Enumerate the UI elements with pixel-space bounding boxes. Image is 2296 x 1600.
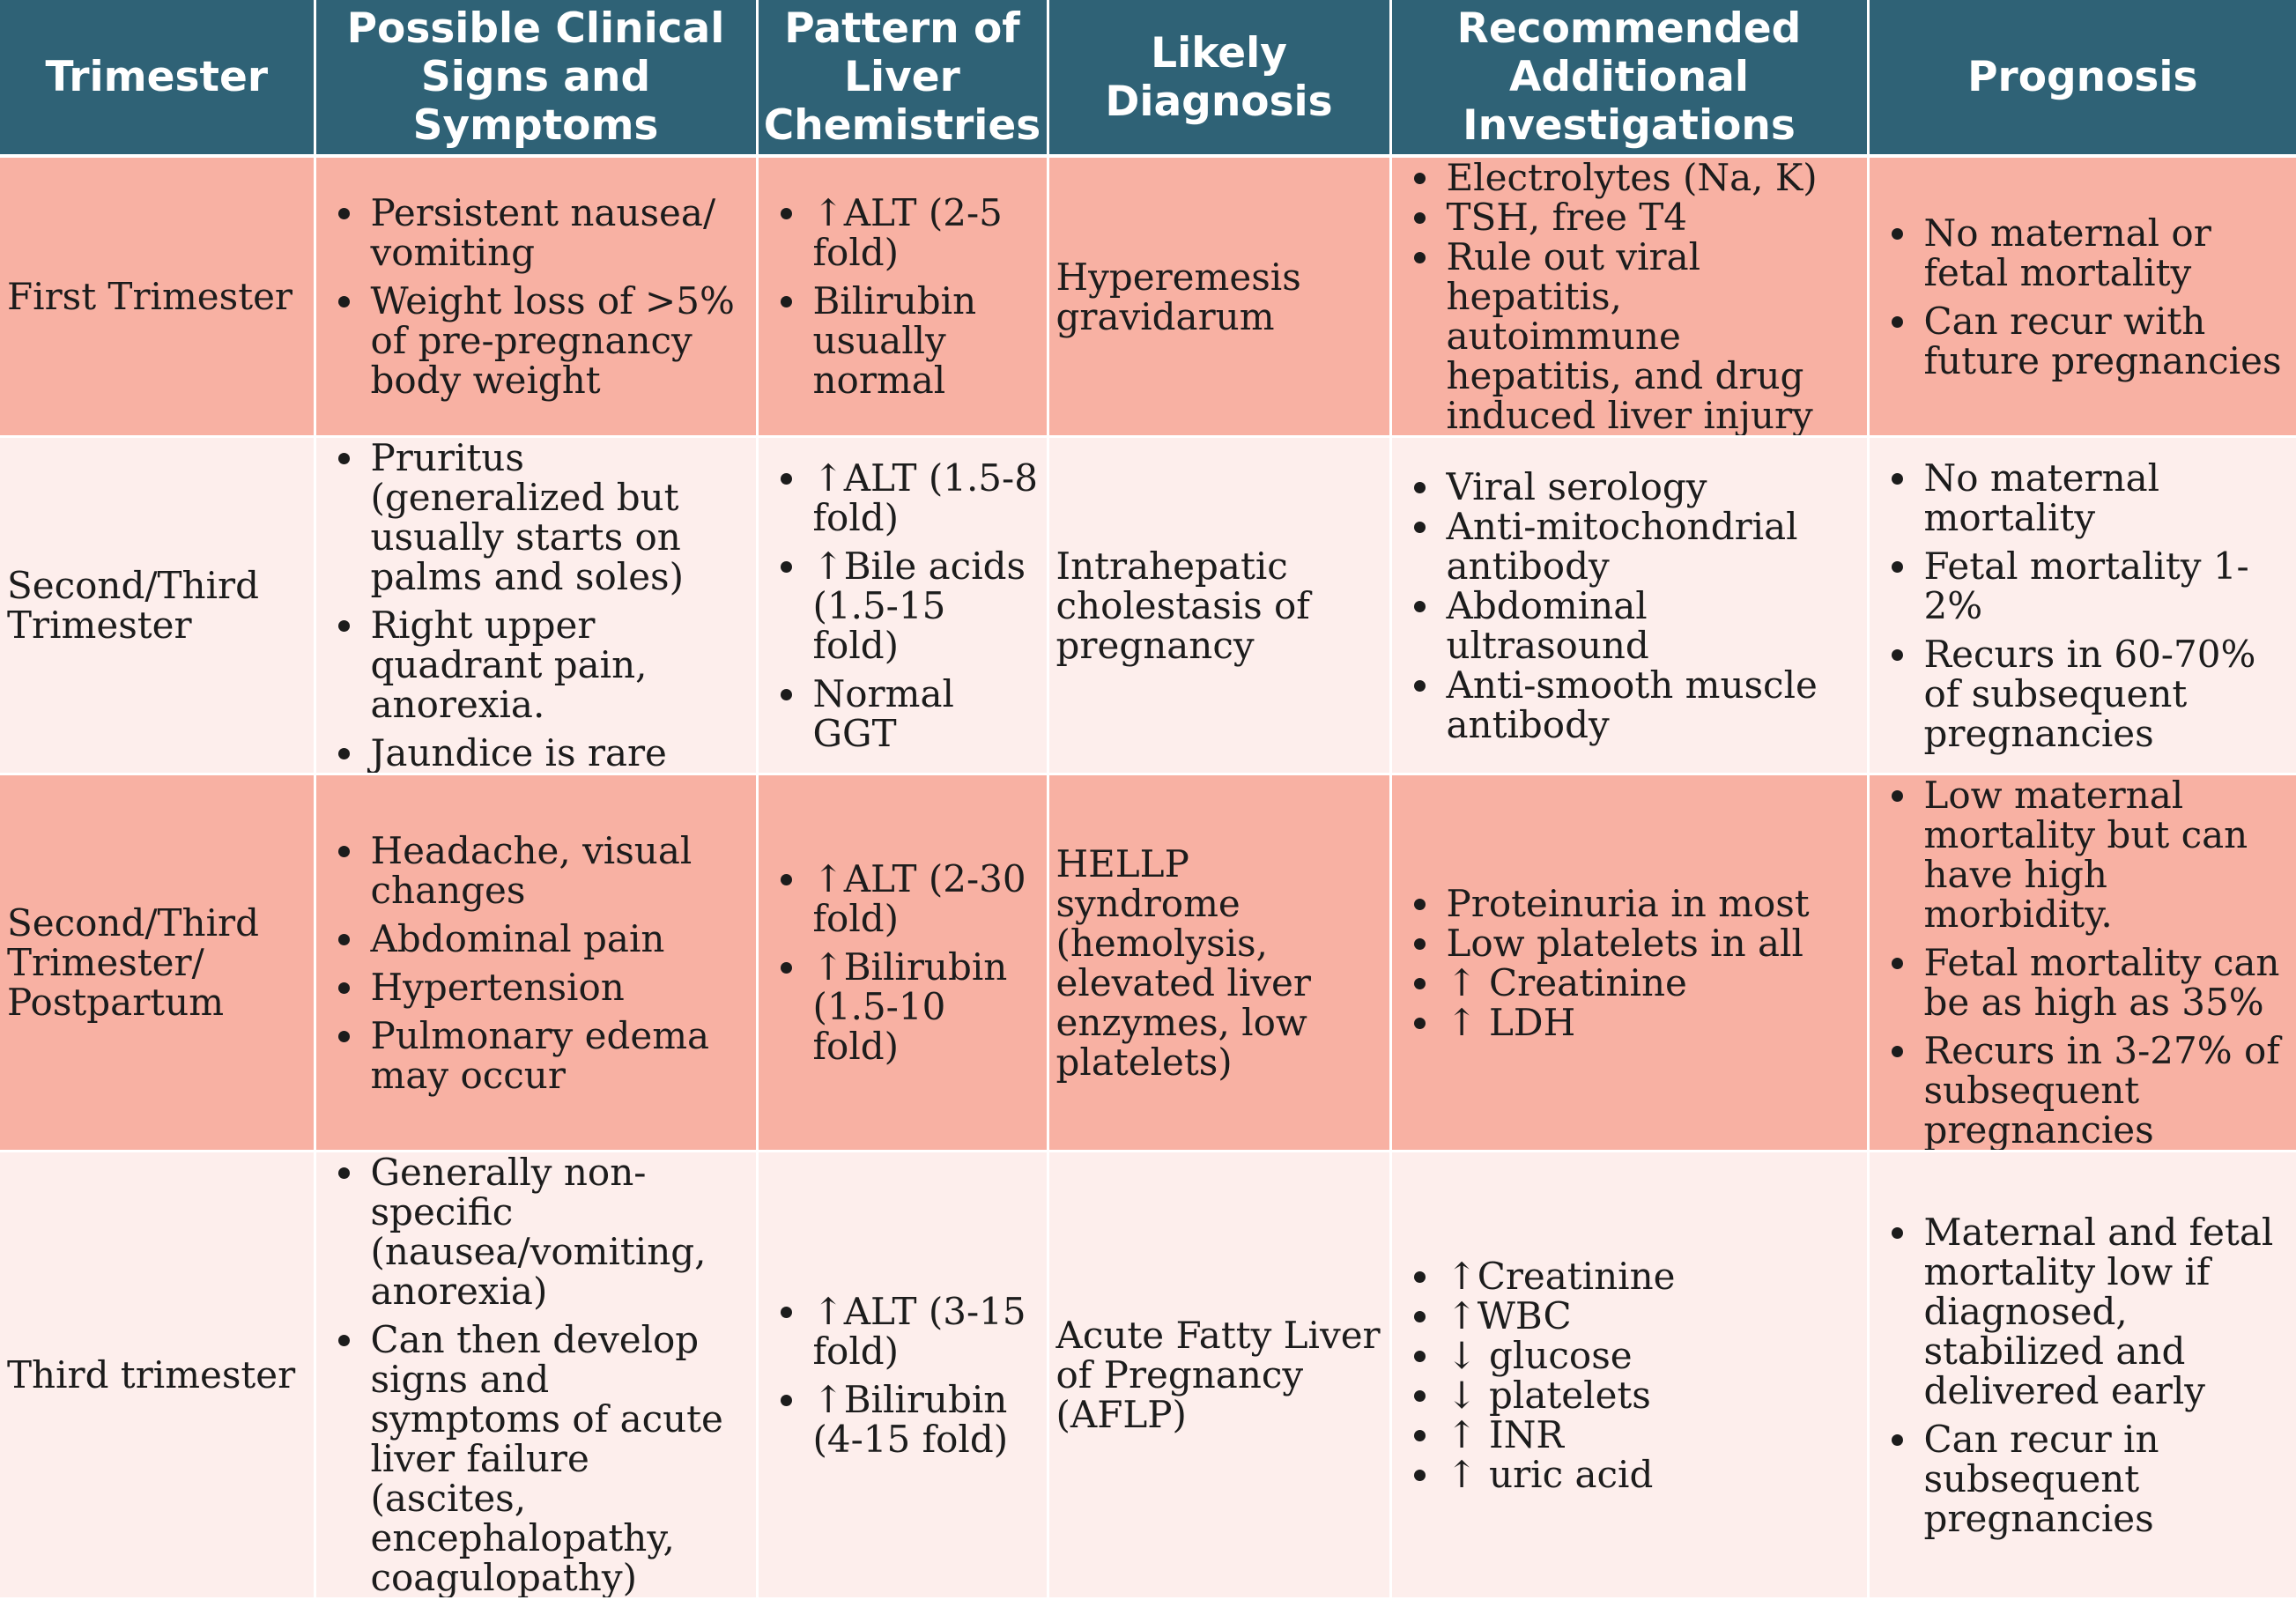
investigations-cell: Viral serology Anti-mitochondrial antibo… xyxy=(1390,436,1870,775)
header-diagnosis: Likely Diagnosis xyxy=(1048,0,1392,158)
list-item: ↑ALT (2-30 fold) xyxy=(810,859,1040,938)
prognosis-cell: No maternal mortality Fetal mortality 1-… xyxy=(1868,436,2296,775)
list-item: Right upper quadrant pain, anorexia. xyxy=(367,605,749,724)
trimester-cell: Third trimester xyxy=(0,1151,316,1600)
header-investigations: Recommended Additional Investigations xyxy=(1390,0,1870,158)
list-item: Viral serology xyxy=(1443,467,1860,507)
list-item: Jaundice is rare xyxy=(367,733,749,772)
chemistries-cell: ↑ALT (2-30 fold) ↑Bilirubin (1.5-10 fold… xyxy=(757,774,1049,1152)
list-item: No maternal or fetal mortality xyxy=(1921,213,2290,293)
list-item: Headache, visual changes xyxy=(367,831,749,910)
list-item: Maternal and fetal mortality low if diag… xyxy=(1921,1212,2290,1411)
list-item: ↑Bilirubin (1.5-10 fold) xyxy=(810,947,1040,1066)
investigations-cell: ↑Creatinine ↑WBC ↓ glucose ↓ platelets ↑… xyxy=(1390,1151,1870,1600)
list-item: ↓ platelets xyxy=(1443,1375,1860,1415)
list-item: TSH, free T4 xyxy=(1443,197,1860,237)
list-item: Normal GGT xyxy=(810,674,1040,753)
signs-cell: Pruritus (generalized but usually starts… xyxy=(315,436,759,775)
list-item: Can recur with future pregnancies xyxy=(1921,301,2290,381)
prognosis-cell: Maternal and fetal mortality low if diag… xyxy=(1868,1151,2296,1600)
list-item: ↑Creatinine xyxy=(1443,1256,1860,1296)
signs-cell: Persistent nausea/ vomiting Weight loss … xyxy=(315,156,759,438)
list-item: Fetal mortality can be as high as 35% xyxy=(1921,943,2290,1022)
list-item: Abdominal pain xyxy=(367,919,749,959)
table-row: Third trimester Generally non-specific (… xyxy=(0,1151,2296,1600)
chemistries-cell: ↑ALT (1.5-8 fold) ↑Bile acids (1.5-15 fo… xyxy=(757,436,1049,775)
list-item: Anti-mitochondrial antibody xyxy=(1443,507,1860,586)
list-item: Electrolytes (Na, K) xyxy=(1443,158,1860,197)
investigations-cell: Electrolytes (Na, K) TSH, free T4 Rule o… xyxy=(1390,156,1870,438)
list-item: Pulmonary edema may occur xyxy=(367,1016,749,1095)
chemistries-cell: ↑ALT (2-5 fold) Bilirubin usually normal xyxy=(757,156,1049,438)
list-item: Recurs in 60-70% of subsequent pregnanci… xyxy=(1921,634,2290,753)
header-chemistries: Pattern of Liver Chemistries xyxy=(757,0,1049,158)
list-item: ↑ INR xyxy=(1443,1415,1860,1455)
list-item: Persistent nausea/ vomiting xyxy=(367,193,749,272)
diagnosis-cell: HELLP syndrome (hemolysis, elevated live… xyxy=(1048,774,1392,1152)
list-item: Bilirubin usually normal xyxy=(810,281,1040,400)
list-item: Low platelets in all xyxy=(1443,923,1860,963)
list-item: ↑ALT (3-15 fold) xyxy=(810,1292,1040,1371)
list-item: ↑WBC xyxy=(1443,1296,1860,1336)
list-item: Hypertension xyxy=(367,967,749,1007)
header-row: Trimester Possible Clinical Signs and Sy… xyxy=(0,0,2296,158)
chemistries-cell: ↑ALT (3-15 fold) ↑Bilirubin (4-15 fold) xyxy=(757,1151,1049,1600)
list-item: Rule out viral hepatitis, autoimmune hep… xyxy=(1443,237,1860,434)
header-trimester: Trimester xyxy=(0,0,316,158)
list-item: ↑ uric acid xyxy=(1443,1455,1860,1494)
list-item: Abdominal ultrasound xyxy=(1443,586,1860,665)
table-row: First Trimester Persistent nausea/ vomit… xyxy=(0,156,2296,438)
table-row: Second/Third Trimester Pruritus (general… xyxy=(0,436,2296,775)
list-item: ↑ LDH xyxy=(1443,1003,1860,1042)
list-item: Proteinuria in most xyxy=(1443,884,1860,923)
list-item: No maternal mortality xyxy=(1921,458,2290,537)
list-item: ↑ALT (2-5 fold) xyxy=(810,193,1040,272)
prognosis-cell: Low maternal mortality but can have high… xyxy=(1868,774,2296,1152)
list-item: Recurs in 3-27% of subsequent pregnancie… xyxy=(1921,1031,2290,1149)
list-item: Low maternal mortality but can have high… xyxy=(1921,775,2290,934)
list-item: Anti-smooth muscle antibody xyxy=(1443,665,1860,744)
list-item: ↑Bilirubin (4-15 fold) xyxy=(810,1380,1040,1459)
list-item: ↑ Creatinine xyxy=(1443,963,1860,1003)
signs-cell: Headache, visual changes Abdominal pain … xyxy=(315,774,759,1152)
list-item: Fetal mortality 1-2% xyxy=(1921,546,2290,626)
diagnosis-cell: Hyperemesis gravidarum xyxy=(1048,156,1392,438)
diagnosis-cell: Acute Fatty Liver of Pregnancy (AFLP) xyxy=(1048,1151,1392,1600)
list-item: Weight loss of >5% of pre-pregnancy body… xyxy=(367,281,749,400)
investigations-cell: Proteinuria in most Low platelets in all… xyxy=(1390,774,1870,1152)
list-item: Can then develop signs and symptoms of a… xyxy=(367,1320,749,1596)
trimester-cell: Second/Third Trimester xyxy=(0,436,316,775)
signs-cell: Generally non-specific (nausea/vomiting,… xyxy=(315,1151,759,1600)
table-row: Second/Third Trimester/ Postpartum Heada… xyxy=(0,774,2296,1152)
header-prognosis: Prognosis xyxy=(1868,0,2296,158)
diagnosis-cell: Intrahepatic cholestasis of pregnancy xyxy=(1048,436,1392,775)
header-signs: Possible Clinical Signs and Symptoms xyxy=(315,0,759,158)
list-item: Generally non-specific (nausea/vomiting,… xyxy=(367,1152,749,1311)
list-item: Can recur in subsequent pregnancies xyxy=(1921,1419,2290,1538)
list-item: ↑Bile acids (1.5-15 fold) xyxy=(810,546,1040,665)
list-item: Pruritus (generalized but usually starts… xyxy=(367,438,749,596)
trimester-cell: First Trimester xyxy=(0,156,316,438)
trimester-cell: Second/Third Trimester/ Postpartum xyxy=(0,774,316,1152)
prognosis-cell: No maternal or fetal mortality Can recur… xyxy=(1868,156,2296,438)
list-item: ↑ALT (1.5-8 fold) xyxy=(810,458,1040,537)
list-item: ↓ glucose xyxy=(1443,1336,1860,1375)
